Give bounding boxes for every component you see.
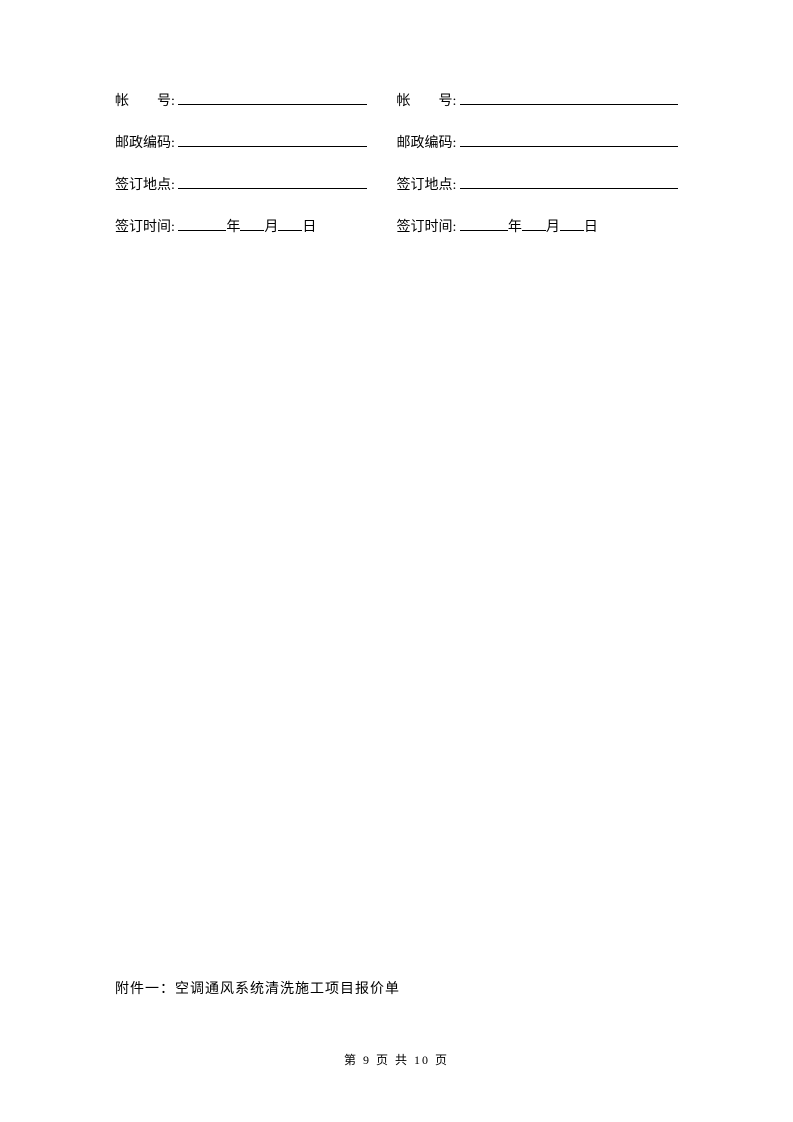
row-place: 签订地点: 签订地点:: [115, 174, 678, 194]
time-label-right: 签订时间:: [397, 216, 457, 236]
row-time: 签订时间: 年 月 日 签订时间: 年 月 日: [115, 216, 678, 236]
month-label-left: 月: [264, 216, 278, 236]
year-label-left: 年: [226, 216, 240, 236]
place-label-right: 签订地点:: [397, 174, 457, 194]
time-label-left: 签订时间:: [115, 216, 175, 236]
postal-field-right[interactable]: [460, 133, 678, 147]
account-left: 帐 号:: [115, 90, 397, 110]
row-account: 帐 号: 帐 号:: [115, 90, 678, 110]
postal-field-left[interactable]: [178, 133, 366, 147]
page-footer: 第 9 页 共 10 页: [0, 1051, 793, 1068]
day-field-right[interactable]: [560, 217, 584, 231]
postal-label-left: 邮政编码:: [115, 132, 175, 152]
year-field-right[interactable]: [460, 217, 508, 231]
day-field-left[interactable]: [278, 217, 302, 231]
place-right: 签订地点:: [397, 174, 679, 194]
account-label-left: 帐 号:: [115, 90, 175, 110]
time-left: 签订时间: 年 月 日: [115, 216, 397, 236]
place-field-left[interactable]: [178, 175, 366, 189]
place-field-right[interactable]: [460, 175, 678, 189]
appendix-title: 附件一：空调通风系统清洗施工项目报价单: [115, 978, 400, 998]
postal-left: 邮政编码:: [115, 132, 397, 152]
postal-label-right: 邮政编码:: [397, 132, 457, 152]
form-section: 帐 号: 帐 号: 邮政编码: 邮政编码: 签订地点:: [0, 0, 793, 236]
year-label-right: 年: [508, 216, 522, 236]
time-right: 签订时间: 年 月 日: [397, 216, 679, 236]
place-label-left: 签订地点:: [115, 174, 175, 194]
account-field-left[interactable]: [178, 91, 366, 105]
day-label-right: 日: [584, 216, 598, 236]
month-field-right[interactable]: [522, 217, 546, 231]
month-label-right: 月: [546, 216, 560, 236]
month-field-left[interactable]: [240, 217, 264, 231]
year-field-left[interactable]: [178, 217, 226, 231]
row-postal: 邮政编码: 邮政编码:: [115, 132, 678, 152]
account-right: 帐 号:: [397, 90, 679, 110]
account-field-right[interactable]: [460, 91, 678, 105]
account-label-right: 帐 号:: [397, 90, 457, 110]
day-label-left: 日: [302, 216, 316, 236]
postal-right: 邮政编码:: [397, 132, 679, 152]
place-left: 签订地点:: [115, 174, 397, 194]
